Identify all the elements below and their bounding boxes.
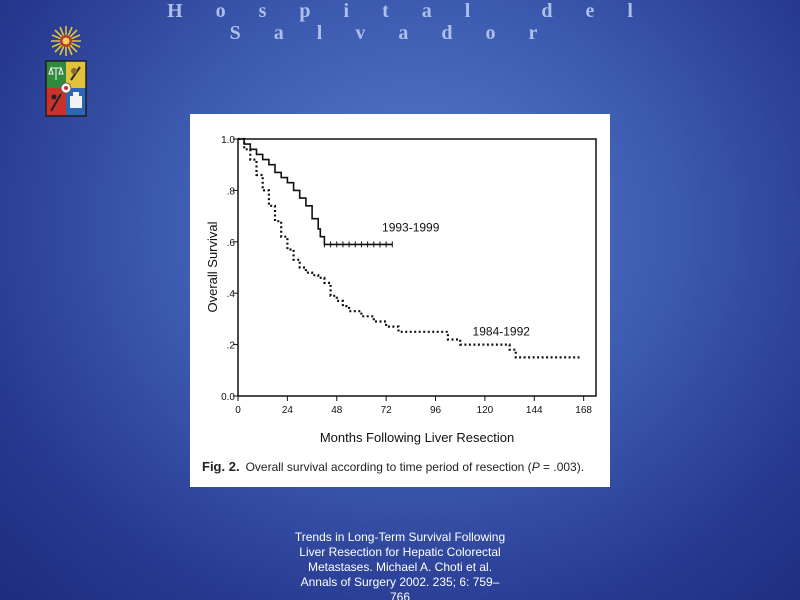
survival-figure: 0 24 48 72 96 120 144 168 0.0 .2 .4 .6 .8 1.0 1993-19… xyxy=(190,114,610,487)
caption-p-value: = .003). xyxy=(539,460,585,474)
y-tick-label: .4 xyxy=(227,289,236,300)
x-tick-label: 96 xyxy=(430,405,442,416)
hospital-title: Hospital del Salvador xyxy=(167,0,666,44)
plot-frame xyxy=(237,138,597,397)
x-tick-label: 120 xyxy=(477,405,494,416)
y-tick-label: .2 xyxy=(227,341,236,352)
university-coat-of-arms-icon xyxy=(45,26,87,117)
x-axis-title: Months Following Liver Resection xyxy=(320,430,514,445)
university-logo xyxy=(42,24,90,122)
series-annotation-label: 1993-1999 xyxy=(382,221,440,235)
y-tick-label: 0.0 xyxy=(221,392,235,403)
x-tick-label: 24 xyxy=(282,405,294,416)
x-tick-label: 0 xyxy=(235,405,241,416)
x-tick-label: 72 xyxy=(381,405,393,416)
citation-line: Annals of Surgery 2002. 235; 6: 759– xyxy=(300,575,500,589)
x-tick-label: 48 xyxy=(331,405,343,416)
caption-text: Overall survival according to time perio… xyxy=(245,460,532,474)
survival-curve-1993-1999 xyxy=(238,138,393,246)
citation-line: Liver Resection for Hepatic Colorectal xyxy=(299,545,501,559)
citation-line: Trends in Long-Term Survival Following xyxy=(294,530,506,544)
y-axis-title: Overall Survival xyxy=(205,221,220,312)
x-tick-label: 144 xyxy=(526,405,543,416)
figure-label: Fig. 2. xyxy=(202,459,240,474)
y-tick-label: 1.0 xyxy=(221,135,235,146)
series-annotation-label: 1984-1992 xyxy=(473,325,531,339)
y-tick-label: .6 xyxy=(227,238,236,249)
citation-text: Trends in Long-Term Survival Following L… xyxy=(260,530,540,600)
survival-chart: 0 24 48 72 96 120 144 168 0.0 .2 .4 .6 .8 1.0 1993-19… xyxy=(205,135,597,445)
figure-caption: Fig. 2. Overall survival according to tim… xyxy=(202,459,607,474)
x-tick-label: 168 xyxy=(575,405,592,416)
y-tick-label: .8 xyxy=(227,186,236,197)
citation-line: Metastases. Michael A. Choti et al. xyxy=(307,560,493,574)
citation-line: 766 xyxy=(389,590,411,600)
caption-p-symbol: P xyxy=(531,460,540,474)
